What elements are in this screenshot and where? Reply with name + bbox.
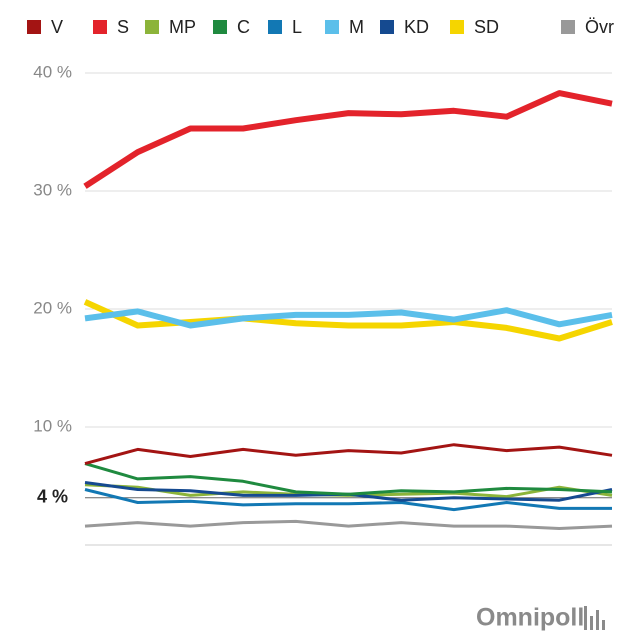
logo: Omnipoll <box>476 604 605 632</box>
legend-swatch <box>27 20 41 34</box>
legend-label: SD <box>474 17 499 37</box>
threshold-label: 4 % <box>37 487 68 507</box>
y-tick-label: 20 % <box>33 298 72 317</box>
logo-bar <box>584 606 587 630</box>
series-line <box>84 488 612 512</box>
legend-label: L <box>292 17 302 37</box>
legend-label: MP <box>169 17 196 37</box>
legend-swatch <box>145 20 159 34</box>
series-line <box>84 443 613 466</box>
series-line <box>83 90 613 189</box>
legend-label: C <box>237 17 250 37</box>
series-line <box>84 519 613 530</box>
logo-bar <box>590 616 593 630</box>
legend-swatch <box>93 20 107 34</box>
legend-swatch <box>213 20 227 34</box>
legend-swatch <box>268 20 282 34</box>
logo-bar <box>596 610 599 630</box>
y-tick-label: 30 % <box>33 180 72 199</box>
legend-swatch <box>325 20 339 34</box>
legend-swatch <box>450 20 464 34</box>
y-tick-label: 10 % <box>33 416 72 435</box>
logo-text: Omnipoll <box>476 604 584 632</box>
legend-label: Övr <box>585 17 614 37</box>
series-line <box>84 462 613 496</box>
legend-swatch <box>561 20 575 34</box>
legend-label: S <box>117 17 129 37</box>
logo-bar <box>602 620 605 630</box>
legend-swatch <box>380 20 394 34</box>
series-line <box>84 307 613 329</box>
y-tick-label: 40 % <box>33 62 72 81</box>
legend-label: KD <box>404 17 429 37</box>
legend-label: M <box>349 17 364 37</box>
legend-label: V <box>51 17 63 37</box>
